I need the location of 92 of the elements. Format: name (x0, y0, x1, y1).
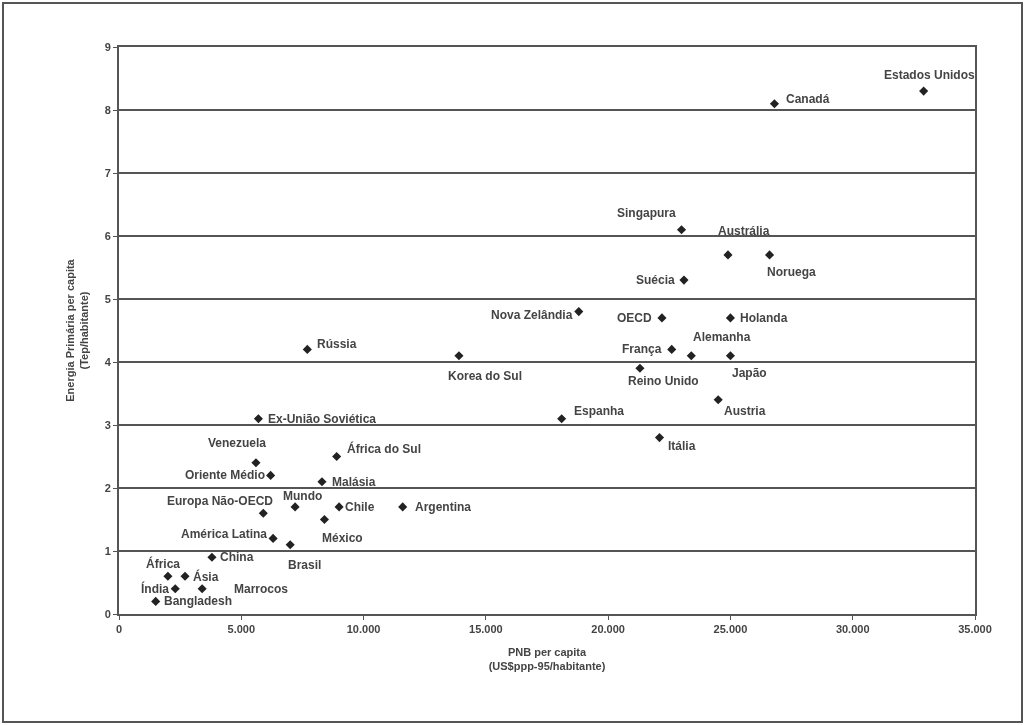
point (268, 533, 278, 543)
annotation: América Latina (181, 527, 268, 541)
point (151, 596, 161, 606)
point (723, 250, 733, 260)
annotation: Brasil (288, 558, 322, 572)
point (919, 86, 929, 96)
point (725, 351, 735, 361)
point (676, 225, 687, 235)
point (180, 571, 190, 581)
annotation: Nova Zelândia (491, 308, 573, 322)
point (334, 502, 344, 512)
x-tick-label: 0 (115, 623, 123, 636)
point (290, 502, 300, 512)
point (667, 344, 677, 354)
annotation: Espanha (574, 404, 625, 418)
annotation: Itália (668, 439, 696, 453)
y-tick-label: 8 (104, 103, 111, 116)
point (170, 584, 180, 594)
annotation: Suécia (636, 273, 676, 287)
x-tick-label: 30.000 (835, 623, 870, 636)
annotation: Japão (732, 366, 767, 380)
annotation: Marrocos (234, 582, 289, 596)
point (725, 313, 735, 323)
point (319, 514, 329, 525)
annotation: Bangladesh (164, 594, 233, 608)
x-tick-label: 35.000 (958, 623, 992, 636)
annotation: Malásia (332, 475, 376, 489)
annotation: Canadá (786, 92, 830, 106)
point (657, 313, 667, 323)
point (163, 571, 173, 581)
point (317, 477, 327, 487)
annotation: México (322, 531, 363, 545)
y-tick-label: 9 (104, 40, 111, 53)
point (765, 250, 775, 260)
y-axis-title: Energia Primária per capita (Tep/habitante) (63, 258, 90, 402)
annotation: Austrália (718, 224, 770, 238)
annotation: Rússia (317, 337, 357, 351)
y-tick-label: 6 (104, 229, 111, 242)
point (654, 433, 665, 443)
y-tick-label: 2 (104, 481, 111, 494)
annotation: África (146, 556, 181, 571)
point (266, 470, 276, 480)
annotation: Korea do Sul (448, 369, 523, 383)
point (253, 414, 263, 424)
annotation: Singapura (617, 206, 676, 220)
point (258, 508, 268, 518)
point (332, 451, 342, 462)
annotation: Austria (724, 404, 766, 418)
point (574, 307, 584, 317)
annotation: Reino Unido (628, 374, 699, 388)
point (635, 363, 645, 373)
point (251, 458, 261, 468)
annotation: Oriente Médio (185, 468, 266, 482)
annotation: Ex-União Soviética (268, 412, 377, 426)
annotation: Argentina (415, 500, 472, 514)
annotation: Alemanha (693, 330, 751, 344)
x-tick-label: 5.000 (227, 623, 256, 636)
point (679, 275, 689, 285)
y-tick-label: 5 (104, 292, 111, 305)
point (557, 414, 567, 424)
annotation: Noruega (767, 265, 816, 279)
annotation: Chile (345, 500, 375, 514)
point (769, 99, 779, 109)
point (454, 351, 464, 361)
annotation: OECD (617, 311, 652, 325)
annotation: Venezuela (208, 436, 267, 450)
x-tick-label: 10.000 (346, 623, 381, 636)
point (713, 395, 723, 405)
annotation: Mundo (283, 489, 323, 503)
annotation: Índia (141, 581, 170, 596)
y-tick-label: 4 (104, 355, 112, 368)
point (285, 540, 295, 550)
y-tick-label: 3 (104, 418, 111, 431)
annotation: Europa Não-OECD (167, 494, 274, 508)
point (398, 502, 408, 512)
x-tick-label: 25.000 (713, 623, 748, 636)
annotation: Ásia (193, 569, 219, 584)
x-tick-label: 20.000 (591, 623, 625, 636)
annotation: África do Sul (347, 441, 422, 456)
y-tick-label: 7 (104, 166, 111, 179)
annotation: Estados Unidos (884, 68, 976, 82)
annotation: França (622, 342, 662, 356)
x-axis-title: PNB per capita (US$ppp-95/habitante) (488, 645, 606, 673)
annotation: Holanda (740, 311, 788, 325)
point (302, 344, 312, 354)
point (197, 584, 207, 594)
point (686, 351, 696, 361)
point (207, 552, 217, 562)
annotation: China (220, 550, 254, 564)
x-tick-label: 15.000 (469, 623, 503, 636)
y-tick-label: 0 (104, 607, 111, 620)
y-tick-label: 1 (104, 544, 111, 557)
